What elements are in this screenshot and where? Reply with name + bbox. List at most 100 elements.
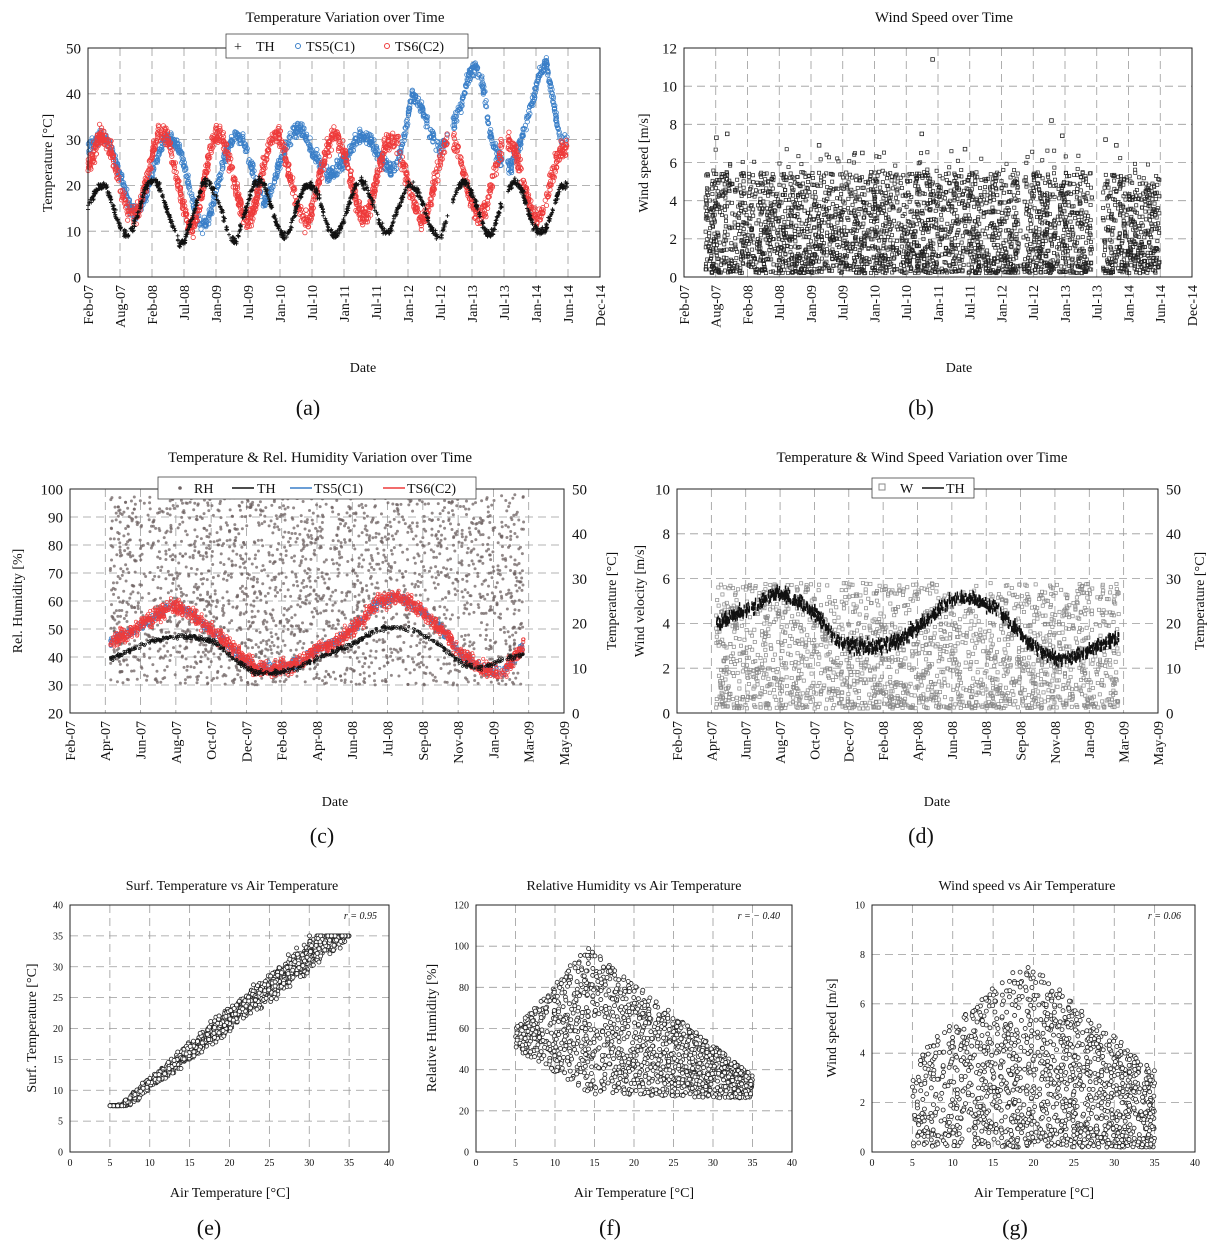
series-w-point — [796, 227, 801, 232]
y-tick-label: 10 — [66, 224, 81, 240]
series-w-point — [1088, 251, 1093, 256]
series-w-point — [949, 149, 954, 154]
series-w-point — [781, 183, 786, 188]
x-tick-label: Jul-10 — [306, 285, 321, 320]
series-w-point — [1012, 205, 1017, 210]
series-w-point — [959, 168, 964, 172]
x-tick-label: Jul-13 — [498, 285, 513, 320]
chart-a-x-ticks: Feb-07 Aug-07 Feb-08 Jul-08 Jan-09 Jul-09 Jan-… — [82, 285, 609, 328]
x-tick-label: Jan-14 — [530, 285, 545, 322]
series-w-point — [824, 171, 829, 176]
series-ts5-point — [550, 99, 557, 106]
chart-a-xlabel: Date — [350, 361, 376, 376]
x-tick-label: Jun-14 — [562, 285, 577, 323]
series-w-point — [895, 200, 900, 205]
chart-a-legend-ts5: TS5(C1) — [306, 40, 355, 55]
series-w-point — [974, 170, 979, 175]
y-tick-label: 50 — [66, 41, 81, 57]
x-tick-label: Jul-09 — [242, 285, 257, 320]
series-th-point — [108, 197, 113, 202]
chart-b-plot-area — [703, 57, 1162, 276]
series-w-point — [747, 179, 752, 184]
series-w-point — [784, 147, 789, 152]
x-tick-label: Jan-09 — [210, 285, 225, 322]
series-w-point — [893, 163, 898, 168]
x-tick-label: Jul-12 — [434, 285, 449, 320]
series-w-point — [724, 218, 728, 223]
series-ts6-point — [303, 207, 309, 213]
series-th-point — [247, 193, 252, 198]
series-ts5-point — [179, 155, 185, 161]
series-w-point — [733, 242, 738, 247]
series-w-point — [813, 190, 817, 195]
series-th-point — [224, 225, 229, 230]
x-tick-label: Feb-08 — [146, 285, 161, 325]
x-tick-label: Jan-11 — [338, 285, 353, 322]
x-tick-label: Feb-07 — [82, 285, 97, 325]
chart-a-ylabel: Temperature [°C] — [41, 114, 56, 212]
series-w-point — [1144, 217, 1148, 222]
series-ts5-point — [185, 178, 191, 184]
series-w-point — [925, 167, 930, 172]
series-w-point — [766, 193, 771, 198]
x-tick-label: Jan-13 — [466, 285, 481, 322]
series-ts6-point — [302, 230, 308, 236]
series-w-point — [854, 178, 858, 183]
series-w-point — [807, 190, 812, 195]
series-w-point — [879, 190, 883, 194]
series-ts5-point — [429, 128, 435, 134]
series-w-point — [1105, 215, 1110, 220]
chart-a-legend-ts6: TS6(C2) — [395, 40, 444, 55]
chart-a-legend: + TH TS5(C1) TS6(C2) — [225, 33, 469, 59]
x-tick-label: Dec-14 — [594, 285, 609, 326]
chart-a-legend-marker-th: + — [234, 40, 242, 55]
series-w-point — [741, 185, 746, 190]
series-w-point — [742, 201, 747, 206]
series-th-point — [175, 233, 180, 238]
series-w-point — [1149, 221, 1154, 226]
series-th-point — [445, 213, 450, 218]
series-w-point — [1028, 218, 1033, 223]
series-w-point — [904, 178, 909, 183]
series-th-point — [321, 210, 326, 215]
chart-a-legend-th: TH — [256, 40, 275, 55]
series-th-point — [227, 232, 231, 237]
chart-a-title: Temperature Variation over Time — [245, 10, 444, 26]
chart-b-title: Wind Speed over Time — [875, 10, 1013, 26]
series-ts6-point — [506, 129, 512, 135]
series-w-point — [1088, 218, 1093, 223]
x-tick-label: Jul-08 — [178, 285, 193, 320]
series-w-point — [1103, 172, 1108, 177]
series-ts5-point — [556, 131, 562, 137]
series-w-point — [947, 165, 952, 170]
series-w-point — [995, 193, 1000, 198]
series-w-point — [854, 173, 859, 178]
series-w-point — [985, 248, 990, 253]
series-th-point — [400, 195, 405, 200]
series-ts5-point — [424, 120, 430, 126]
series-w-point — [1143, 209, 1148, 214]
series-w-point — [1121, 257, 1126, 262]
series-ts6-point — [542, 197, 548, 203]
series-w-point — [972, 204, 977, 209]
x-tick-label: Jul-11 — [370, 285, 385, 319]
series-ts5-point — [547, 87, 553, 93]
series-ts6-point — [96, 121, 103, 127]
series-ts5-point — [451, 125, 457, 132]
series-w-point — [1066, 203, 1071, 208]
series-w-point — [1085, 183, 1090, 187]
series-w-point — [845, 215, 850, 220]
series-w-point — [798, 201, 803, 205]
chart-a: Temperature Variation over Time 01020304… — [41, 10, 609, 420]
series-w-point — [1110, 228, 1115, 233]
series-w-point — [984, 226, 989, 231]
series-w-point — [879, 235, 884, 239]
series-w-point — [980, 228, 985, 233]
series-ts5-point — [199, 230, 206, 237]
series-w-point — [961, 262, 966, 267]
series-th-point — [89, 200, 94, 205]
series-ts6-point — [125, 217, 131, 223]
series-ts6-point — [190, 234, 196, 240]
series-w-point — [983, 185, 988, 190]
